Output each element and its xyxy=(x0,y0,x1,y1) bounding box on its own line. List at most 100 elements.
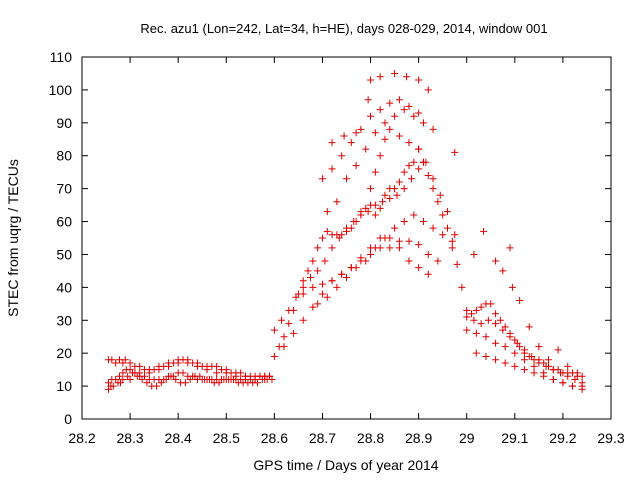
data-point xyxy=(405,162,413,170)
data-point xyxy=(196,372,204,380)
data-point xyxy=(400,218,408,226)
y-tick-label: 40 xyxy=(56,279,72,295)
data-point xyxy=(371,244,379,252)
data-point xyxy=(299,316,307,324)
data-point xyxy=(364,96,372,104)
data-point xyxy=(371,211,379,219)
data-point xyxy=(436,191,444,199)
y-tick-label: 100 xyxy=(49,82,73,98)
data-point xyxy=(376,106,384,114)
data-point xyxy=(270,352,278,360)
data-point xyxy=(280,343,288,351)
data-point xyxy=(367,185,375,193)
data-point xyxy=(513,339,521,347)
chart-title: Rec. azu1 (Lon=242, Lat=34, h=HE), days … xyxy=(140,21,547,36)
data-point xyxy=(318,280,326,288)
y-tick-label: 110 xyxy=(50,49,73,65)
data-point xyxy=(564,362,572,370)
data-point xyxy=(126,359,134,367)
data-point xyxy=(174,359,182,367)
data-point xyxy=(333,198,341,206)
data-point xyxy=(405,237,413,245)
data-point xyxy=(458,283,466,291)
data-point xyxy=(381,234,389,242)
data-point xyxy=(415,145,423,153)
data-point xyxy=(419,158,427,166)
data-point xyxy=(463,313,471,321)
data-point xyxy=(232,372,240,380)
data-point xyxy=(530,369,538,377)
data-point xyxy=(559,379,567,387)
data-point xyxy=(186,376,194,384)
data-point xyxy=(237,369,245,377)
data-point xyxy=(328,244,336,252)
data-point xyxy=(203,366,211,374)
data-point xyxy=(362,257,370,265)
data-point xyxy=(415,165,423,173)
data-point xyxy=(299,277,307,285)
x-tick-label: 28.7 xyxy=(309,430,336,446)
data-point xyxy=(143,379,151,387)
x-tick-label: 28.9 xyxy=(405,430,432,446)
data-point xyxy=(108,356,116,364)
data-points xyxy=(104,69,586,393)
data-point xyxy=(278,316,286,324)
data-point xyxy=(535,359,543,367)
data-point xyxy=(410,211,418,219)
data-point xyxy=(268,376,276,384)
data-point xyxy=(540,372,548,380)
data-point xyxy=(535,343,543,351)
data-point xyxy=(400,106,408,114)
data-point xyxy=(181,379,189,387)
data-point xyxy=(391,185,399,193)
data-point xyxy=(179,369,187,377)
data-point xyxy=(400,168,408,176)
data-point xyxy=(482,333,490,341)
data-point xyxy=(391,69,399,77)
data-point xyxy=(172,376,180,384)
data-point xyxy=(492,339,500,347)
data-point xyxy=(323,227,331,235)
data-point xyxy=(480,227,488,235)
data-point xyxy=(379,198,387,206)
data-point xyxy=(470,316,478,324)
data-point xyxy=(405,257,413,265)
data-point xyxy=(112,359,120,367)
data-point xyxy=(215,379,223,387)
data-point xyxy=(261,376,269,384)
y-tick-label: 70 xyxy=(56,181,72,197)
data-point xyxy=(386,244,394,252)
data-point xyxy=(352,162,360,170)
data-point xyxy=(525,323,533,331)
data-point xyxy=(153,382,161,390)
y-tick-label: 50 xyxy=(56,246,72,262)
data-point xyxy=(116,372,124,380)
data-point xyxy=(338,152,346,160)
data-point xyxy=(128,369,136,377)
data-point xyxy=(472,306,480,314)
data-point xyxy=(419,218,427,226)
data-point xyxy=(451,231,459,239)
data-point xyxy=(487,300,495,308)
data-point xyxy=(415,109,423,117)
data-point xyxy=(468,310,476,318)
data-point xyxy=(184,359,192,367)
data-point xyxy=(391,224,399,232)
data-point xyxy=(439,211,447,219)
data-point xyxy=(506,333,514,341)
data-point xyxy=(340,132,348,140)
data-point xyxy=(484,316,492,324)
data-point xyxy=(318,175,326,183)
data-point xyxy=(472,329,480,337)
data-point xyxy=(323,208,331,216)
data-point xyxy=(530,362,538,370)
data-point xyxy=(299,290,307,298)
data-point xyxy=(451,148,459,156)
data-point xyxy=(448,244,456,252)
data-point xyxy=(424,250,432,258)
data-point xyxy=(463,306,471,314)
y-tick-label: 90 xyxy=(56,115,72,131)
data-point xyxy=(400,185,408,193)
y-axis-label: STEC from uqrg / TECUs xyxy=(5,159,21,317)
y-tick-label: 30 xyxy=(56,312,72,328)
